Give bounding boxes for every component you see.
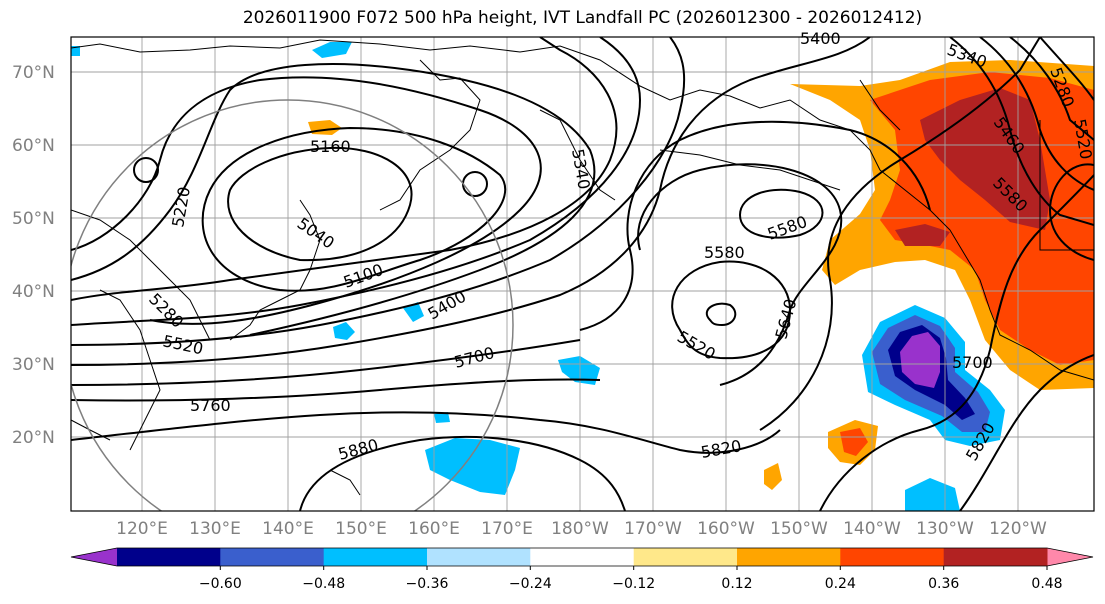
colorbar-cell [117,548,221,566]
colorbar-cell [323,548,428,566]
contour-label: 5400 [800,29,841,48]
lat-label: 70°N [12,63,55,83]
ivt-negative-central [425,438,520,495]
contour-label: 5580 [765,212,810,244]
contour-label: 5220 [168,185,194,228]
colorbar-cell [530,548,635,566]
ivt-positive-darkred [920,88,1050,230]
ivt-negative-corner [71,46,80,56]
latitude-labels: 70°N 60°N 50°N 40°N 30°N 20°N [12,63,55,448]
lon-label: 150°E [335,519,387,539]
ivt-positive-small-3 [840,428,868,456]
contour-label: 5340 [568,147,594,190]
colorbar-cell [840,548,945,566]
lon-label: 140°W [843,519,901,539]
lon-label: 170°E [481,519,533,539]
contour-label: 5520 [674,327,719,364]
contour-label: 5700 [952,353,993,372]
lon-label: 170°W [624,519,682,539]
ivt-positive-small-4 [764,463,782,490]
contour-label: 5640 [772,297,801,341]
colorbar-tick-label: −0.60 [199,576,242,592]
colorbar-tick-label: 0.48 [1031,576,1062,592]
contour-label: 5760 [190,396,231,415]
projection-circle [71,99,514,511]
colorbar-cell [737,548,841,566]
lat-label: 60°N [12,136,55,156]
lon-label: 160°E [408,519,460,539]
colorbar-tick-label: −0.36 [406,576,449,592]
map-title: 2026011900 F072 500 hPa height, IVT Land… [242,8,923,28]
lon-label: 150°W [770,519,828,539]
contour-label: 5880 [336,435,380,464]
lon-label: 180°W [551,519,609,539]
contour-label: 5400 [425,287,470,324]
contour-label: 5160 [310,137,351,156]
colorbar-cell [633,548,738,566]
ivt-shading [71,42,1094,511]
ivt-positive-small-1 [308,120,342,135]
colorbar-cell [220,548,325,566]
map-frame [70,36,1095,512]
ivt-negative-south [905,478,960,511]
ivt-negative-purple [900,332,940,388]
coastlines [71,39,1094,496]
lon-label: 120°W [989,519,1047,539]
lon-label: 130°E [189,519,241,539]
lat-label: 20°N [12,428,55,448]
colorbar-tick-label: −0.12 [612,576,655,592]
colorbar-tick-label: −0.24 [509,576,552,592]
colorbar-outline [70,547,1094,567]
ivt-negative-central-2 [558,356,600,385]
colorbar-tick-label: 0.36 [928,576,959,592]
ivt-negative-small [434,412,450,423]
colorbar-tick-label: −0.48 [302,576,345,592]
lat-label: 30°N [12,355,55,375]
longitude-labels: 120°E 130°E 140°E 150°E 160°E 170°E 180°… [116,519,1047,539]
lon-label: 130°W [916,519,974,539]
contour-label: 5520 [161,331,205,358]
colorbar-extend-max [1047,548,1093,566]
contour-label: 5280 [145,289,187,331]
lon-label: 120°E [116,519,168,539]
contour-label: 5040 [294,214,338,253]
colorbar-cell [943,548,1048,566]
colorbar-extend-min [71,548,117,566]
ivt-negative-north [312,42,352,58]
lat-label: 50°N [12,209,55,229]
lon-label: 160°W [697,519,755,539]
lon-label: 140°E [262,519,314,539]
colorbar: −0.60 −0.48 −0.36 −0.24 −0.12 0.12 0.24 0.36 0.4… [70,547,1094,592]
contour-label: 5700 [452,343,496,372]
contour-label: 5580 [704,243,745,262]
colorbar-cell [427,548,531,566]
ivt-positive-darkred-2 [895,224,950,246]
colorbar-tick-label: 0.24 [825,576,856,592]
contour-label: 5820 [699,436,742,462]
ivt-negative-west-1 [333,322,355,340]
height-contours [71,37,1094,511]
colorbar-tick-label: 0.12 [721,576,752,592]
lat-label: 40°N [12,282,55,302]
